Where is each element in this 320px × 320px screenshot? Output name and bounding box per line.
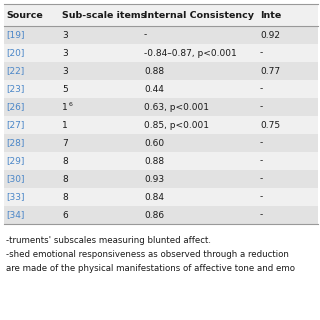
Text: 1: 1 (62, 102, 68, 111)
Text: [22]: [22] (6, 67, 24, 76)
Text: 3: 3 (62, 30, 68, 39)
Bar (4, 44, 318, 62)
Text: 1: 1 (62, 121, 68, 130)
Text: 0.77: 0.77 (260, 67, 280, 76)
Text: 0.60: 0.60 (144, 139, 164, 148)
Text: 3: 3 (62, 67, 68, 76)
Text: -: - (260, 139, 263, 148)
Text: -: - (260, 84, 263, 93)
Text: [34]: [34] (6, 211, 24, 220)
Bar (4, 62, 318, 80)
Bar (4, 98, 318, 116)
Text: 5: 5 (62, 84, 68, 93)
Text: [27]: [27] (6, 121, 24, 130)
Text: 0.88: 0.88 (144, 156, 164, 165)
Bar (4, 134, 318, 152)
Text: 3: 3 (62, 49, 68, 58)
Text: [20]: [20] (6, 49, 24, 58)
Text: -: - (260, 174, 263, 183)
Text: 8: 8 (62, 193, 68, 202)
Text: [28]: [28] (6, 139, 24, 148)
Text: [26]: [26] (6, 102, 24, 111)
Text: -: - (260, 156, 263, 165)
Text: 0.84: 0.84 (144, 193, 164, 202)
Text: -: - (260, 102, 263, 111)
Text: Internal Consistency: Internal Consistency (144, 11, 254, 20)
Text: [33]: [33] (6, 193, 25, 202)
Text: [19]: [19] (6, 30, 25, 39)
Text: 0.85, p<0.001: 0.85, p<0.001 (144, 121, 209, 130)
Text: 8: 8 (62, 174, 68, 183)
Bar (4, 4, 318, 26)
Text: [23]: [23] (6, 84, 24, 93)
Text: Inte: Inte (260, 11, 281, 20)
Text: are made of the physical manifestations of affective tone and emo: are made of the physical manifestations … (6, 264, 295, 273)
Text: -: - (260, 49, 263, 58)
Text: -: - (260, 211, 263, 220)
Text: 0.86: 0.86 (144, 211, 164, 220)
Text: 0.44: 0.44 (144, 84, 164, 93)
Bar (4, 116, 318, 134)
Text: 7: 7 (62, 139, 68, 148)
Text: [30]: [30] (6, 174, 25, 183)
Bar (4, 26, 318, 44)
Text: -: - (260, 193, 263, 202)
Text: Source: Source (6, 11, 43, 20)
Text: 0.63, p<0.001: 0.63, p<0.001 (144, 102, 209, 111)
Text: -truments' subscales measuring blunted affect.: -truments' subscales measuring blunted a… (6, 236, 211, 245)
Bar (4, 188, 318, 206)
Bar (4, 80, 318, 98)
Bar (4, 152, 318, 170)
Text: -shed emotional responsiveness as observed through a reduction: -shed emotional responsiveness as observ… (6, 250, 289, 259)
Text: 6: 6 (69, 101, 73, 107)
Text: 0.88: 0.88 (144, 67, 164, 76)
Text: 0.92: 0.92 (260, 30, 280, 39)
Text: -: - (144, 30, 147, 39)
Text: 8: 8 (62, 156, 68, 165)
Text: 6: 6 (62, 211, 68, 220)
Text: 0.93: 0.93 (144, 174, 164, 183)
Text: [29]: [29] (6, 156, 24, 165)
Bar (4, 206, 318, 224)
Bar (4, 170, 318, 188)
Text: -0.84–0.87, p<0.001: -0.84–0.87, p<0.001 (144, 49, 237, 58)
Text: 0.75: 0.75 (260, 121, 280, 130)
Text: Sub-scale items: Sub-scale items (62, 11, 146, 20)
